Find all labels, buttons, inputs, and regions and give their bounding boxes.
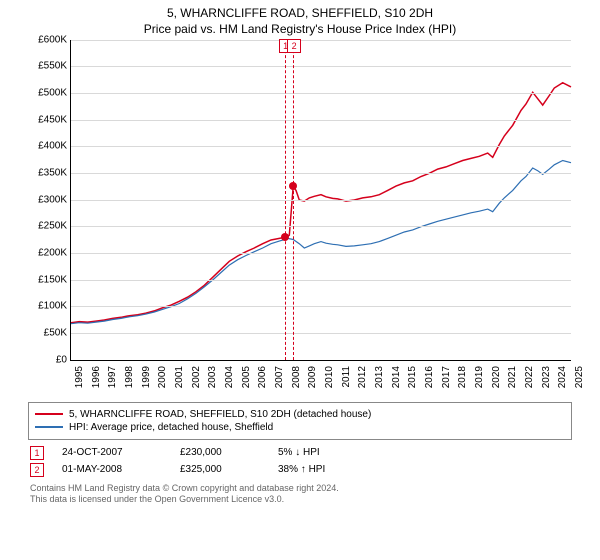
x-axis-label: 2007 [274,366,285,388]
y-axis-label: £600K [21,34,67,45]
x-axis-label: 2022 [524,366,535,388]
y-axis-label: £350K [21,167,67,178]
arrow-icon: ↑ [301,464,306,475]
sale-marker-line [285,40,286,360]
chart-area: £0 £50K £100K £150K £200K £250K £300K £350K £400… [20,40,580,400]
x-axis-label: 2011 [341,366,352,388]
sale-row: 1 24-OCT-2007 £230,000 5% ↓ HPI [30,446,570,460]
series-price_paid [71,82,571,322]
x-axis-label: 2016 [424,366,435,388]
series-hpi [71,160,571,323]
sale-date: 01-MAY-2008 [62,464,162,475]
y-axis-label: £550K [21,61,67,72]
gridline-h [71,360,571,361]
legend-swatch [35,426,63,428]
x-axis-label: 2001 [174,366,185,388]
sale-marker-dot [289,182,297,190]
figure-container: { "title_line1": "5, WHARNCLIFFE ROAD, S… [0,0,600,560]
x-axis-label: 1998 [124,366,135,388]
x-axis-label: 2006 [257,366,268,388]
footer-attribution: Contains HM Land Registry data © Crown c… [30,483,570,506]
x-axis-label: 2019 [474,366,485,388]
arrow-icon: ↓ [295,447,300,458]
y-axis-label: £50K [21,327,67,338]
sale-price: £230,000 [180,447,260,458]
y-axis-label: £300K [21,194,67,205]
x-axis-label: 2013 [374,366,385,388]
y-axis-label: £450K [21,114,67,125]
x-axis-label: 1999 [141,366,152,388]
footer-line2: This data is licensed under the Open Gov… [30,494,570,506]
footer-line1: Contains HM Land Registry data © Crown c… [30,483,570,495]
legend-item: HPI: Average price, detached house, Shef… [35,422,565,433]
sale-index-badge: 2 [30,463,44,477]
y-axis-label: £100K [21,301,67,312]
y-axis-label: £0 [21,354,67,365]
x-axis-label: 2020 [491,366,502,388]
x-axis-label: 2005 [241,366,252,388]
y-axis-label: £150K [21,274,67,285]
chart-title-line2: Price paid vs. HM Land Registry's House … [0,22,600,40]
x-axis-label: 2024 [557,366,568,388]
legend-label: 5, WHARNCLIFFE ROAD, SHEFFIELD, S10 2DH … [69,409,371,420]
x-axis-label: 2012 [357,366,368,388]
x-axis-label: 2023 [541,366,552,388]
x-axis-label: 2010 [324,366,335,388]
x-axis-label: 2003 [207,366,218,388]
sale-price: £325,000 [180,464,260,475]
sale-row: 2 01-MAY-2008 £325,000 38% ↑ HPI [30,463,570,477]
line-series-svg [71,40,571,360]
x-axis-label: 1997 [107,366,118,388]
sale-diff: 38% ↑ HPI [278,464,378,475]
x-axis-label: 1995 [74,366,85,388]
legend-label: HPI: Average price, detached house, Shef… [69,422,273,433]
sales-table: 1 24-OCT-2007 £230,000 5% ↓ HPI 2 01-MAY-2008… [30,446,570,477]
sale-diff: 5% ↓ HPI [278,447,378,458]
legend-item: 5, WHARNCLIFFE ROAD, SHEFFIELD, S10 2DH … [35,409,565,420]
sale-index-badge: 1 [30,446,44,460]
y-axis-label: £400K [21,141,67,152]
x-axis-label: 1996 [91,366,102,388]
sale-marker-dot [281,233,289,241]
x-axis-label: 2000 [157,366,168,388]
x-axis-label: 2021 [507,366,518,388]
x-axis-label: 2018 [457,366,468,388]
y-axis-label: £200K [21,247,67,258]
x-axis-label: 2015 [407,366,418,388]
chart-title-line1: 5, WHARNCLIFFE ROAD, SHEFFIELD, S10 2DH [0,0,600,22]
plot-area: £0£50K£100K£150K£200K£250K£300K£350K£400… [70,40,571,361]
x-axis-label: 2014 [391,366,402,388]
x-axis-label: 2002 [191,366,202,388]
y-axis-label: £250K [21,221,67,232]
sale-marker-line [293,40,294,360]
sale-marker-badge: 2 [287,39,301,53]
x-axis-label: 2008 [291,366,302,388]
legend-swatch [35,413,63,415]
x-axis-label: 2017 [441,366,452,388]
x-axis-label: 2025 [574,366,585,388]
y-axis-label: £500K [21,87,67,98]
x-axis-label: 2009 [307,366,318,388]
sale-date: 24-OCT-2007 [62,447,162,458]
x-axis-label: 2004 [224,366,235,388]
legend-box: 5, WHARNCLIFFE ROAD, SHEFFIELD, S10 2DH … [28,402,572,440]
